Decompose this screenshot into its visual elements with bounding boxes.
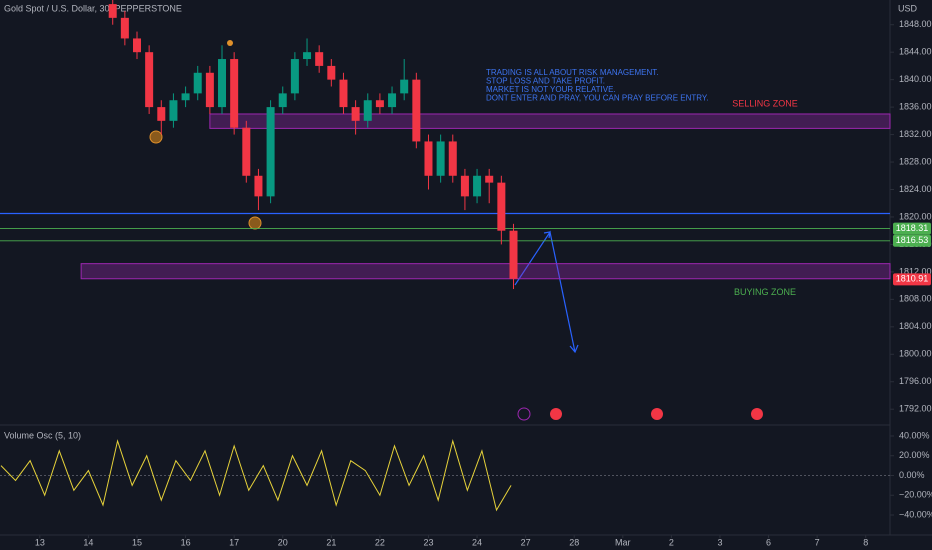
candle-body [145, 52, 154, 108]
y-tick-label: 1804.00 [899, 321, 932, 331]
y-tick-label: 1796.00 [899, 376, 932, 386]
candle-body [315, 52, 324, 66]
candle-body [230, 59, 239, 128]
zone-label: SELLING ZONE [732, 98, 798, 108]
indicator-title: Volume Osc (5, 10) [4, 430, 81, 440]
candle-body [327, 65, 336, 80]
candle-body [400, 79, 409, 94]
candle-body [108, 4, 117, 18]
candle-body [157, 107, 166, 121]
x-tick-label: 6 [766, 537, 771, 547]
x-tick-label: 22 [375, 537, 385, 547]
candle-body [412, 79, 421, 142]
candle-body [509, 230, 518, 279]
candle-body [193, 72, 202, 94]
marker-dot [227, 40, 233, 46]
y-tick-label: 20.00% [899, 450, 930, 460]
oscillator-line [0, 439, 512, 512]
candle-body [205, 72, 214, 108]
annotation-text: DONT ENTER AND PRAY, YOU CAN PRAY BEFORE… [486, 94, 708, 103]
y-tick-label: 1844.00 [899, 47, 932, 57]
price-tag [893, 222, 931, 235]
candle-body [363, 100, 372, 121]
candle-body [132, 38, 141, 53]
candle-body [303, 52, 312, 60]
event-icon [651, 408, 663, 420]
candle-body [424, 141, 433, 176]
zone [209, 113, 891, 129]
annotation-text: STOP LOSS AND TAKE PROFIT. [486, 77, 605, 86]
currency-label: USD [898, 3, 918, 13]
x-tick-label: 16 [181, 537, 191, 547]
y-tick-label: −20.00% [899, 490, 932, 500]
candle-body [242, 127, 251, 176]
candle-body [388, 93, 397, 108]
candle-body [375, 100, 384, 108]
y-tick-label: 1800.00 [899, 349, 932, 359]
y-tick-label: 1828.00 [899, 156, 932, 166]
y-tick-label: 1820.00 [899, 211, 932, 221]
candle-body [473, 175, 482, 197]
symbol-title: Gold Spot / U.S. Dollar, 30, PEPPERSTONE [4, 3, 182, 13]
marker-circle [149, 130, 163, 144]
annotation-text: TRADING IS ALL ABOUT RISK MANAGEMENT. [486, 68, 658, 77]
candle-body [181, 93, 190, 101]
candle-body [497, 182, 506, 231]
candle-body [460, 175, 469, 197]
y-tick-label: −40.00% [899, 509, 932, 519]
candle-body [290, 59, 299, 94]
y-tick-label: 1792.00 [899, 404, 932, 414]
candle-body [254, 175, 263, 197]
zone-label: BUYING ZONE [734, 287, 796, 297]
marker-circle [248, 216, 262, 230]
candle-body [278, 93, 287, 108]
candle-body [120, 17, 129, 39]
candle-body [266, 107, 275, 197]
y-tick-label: 1836.00 [899, 101, 932, 111]
x-tick-label: 15 [132, 537, 142, 547]
x-tick-label: Mar [615, 537, 631, 547]
event-icon [550, 408, 562, 420]
y-tick-label: 1848.00 [899, 19, 932, 29]
x-tick-label: 13 [35, 537, 45, 547]
event-icon [517, 407, 531, 421]
y-tick-label: 0.00% [899, 470, 925, 480]
x-tick-label: 21 [326, 537, 336, 547]
price-tag-label: 1810.91 [896, 274, 929, 284]
candle-body [448, 141, 457, 176]
price-tag [893, 273, 931, 286]
x-tick-label: 20 [278, 537, 288, 547]
x-tick-label: 27 [521, 537, 531, 547]
y-tick-label: 1824.00 [899, 184, 932, 194]
y-tick-label: 1812.00 [899, 266, 932, 276]
x-tick-label: 23 [423, 537, 433, 547]
candle-body [218, 59, 227, 108]
x-tick-label: 3 [717, 537, 722, 547]
y-tick-label: 1808.00 [899, 294, 932, 304]
candle-body [485, 175, 494, 183]
x-tick-label: 7 [815, 537, 820, 547]
x-tick-label: 28 [569, 537, 579, 547]
x-tick-label: 24 [472, 537, 482, 547]
x-tick-label: 14 [83, 537, 93, 547]
x-tick-label: 8 [863, 537, 868, 547]
price-tag [893, 234, 931, 247]
candle-body [436, 141, 445, 176]
x-tick-label: 2 [669, 537, 674, 547]
candle-body [351, 107, 360, 121]
arrow-head [543, 231, 579, 354]
candle-body [169, 100, 178, 121]
candle-body [339, 79, 348, 108]
y-tick-label: 1840.00 [899, 74, 932, 84]
event-icon [751, 408, 763, 420]
zone [80, 263, 891, 280]
y-tick-label: 40.00% [899, 430, 930, 440]
x-tick-label: 17 [229, 537, 239, 547]
annotation-text: MARKET IS NOT YOUR RELATIVE. [486, 85, 616, 94]
price-tag-label: 1816.53 [896, 235, 929, 245]
y-tick-label: 1832.00 [899, 129, 932, 139]
price-tag-label: 1818.31 [896, 223, 929, 233]
